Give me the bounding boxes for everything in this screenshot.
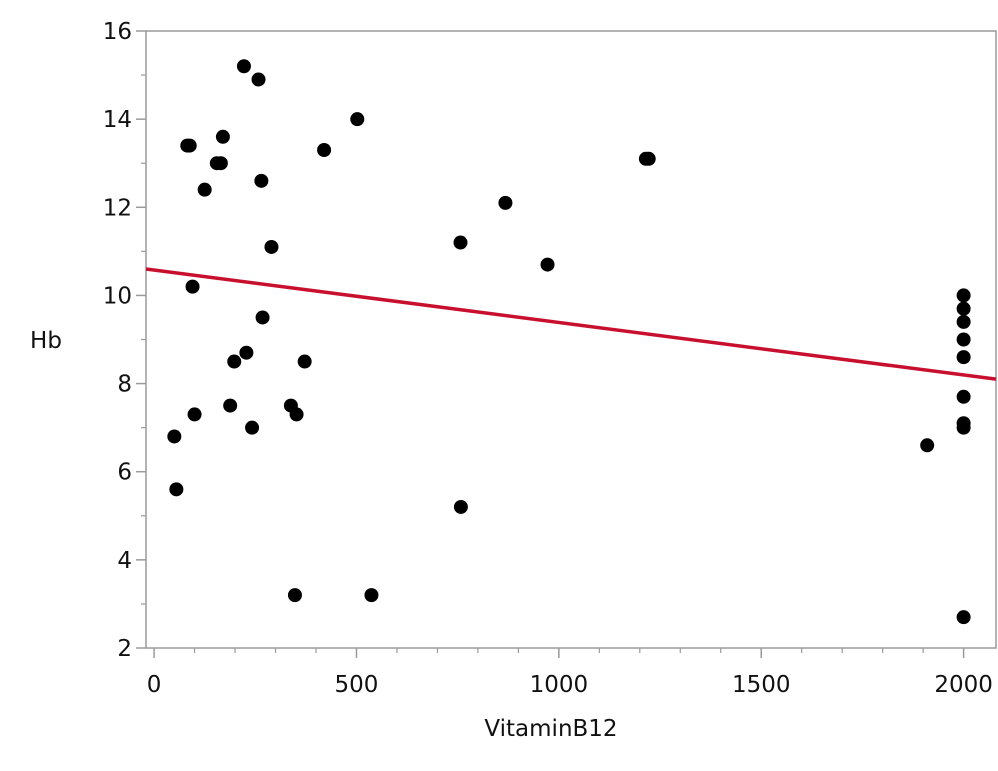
x-tick-label: 500 bbox=[335, 672, 379, 698]
data-point bbox=[453, 235, 468, 250]
data-point bbox=[956, 350, 971, 365]
data-point bbox=[239, 345, 254, 360]
y-tick-label: 12 bbox=[103, 195, 132, 221]
y-tick-label: 10 bbox=[103, 283, 132, 309]
data-point bbox=[956, 314, 971, 329]
data-point bbox=[245, 420, 260, 435]
data-point bbox=[215, 129, 230, 144]
y-tick-label: 4 bbox=[117, 548, 132, 574]
data-point bbox=[167, 429, 182, 444]
data-point bbox=[227, 354, 242, 369]
data-point bbox=[956, 288, 971, 303]
data-point bbox=[197, 182, 212, 197]
y-axis-title: Hb bbox=[30, 328, 62, 354]
y-tick-label: 8 bbox=[117, 372, 132, 398]
x-axis-title: VitaminB12 bbox=[484, 716, 617, 742]
x-tick-label: 2000 bbox=[934, 672, 993, 698]
data-point bbox=[498, 195, 513, 210]
x-tick-label: 1500 bbox=[732, 672, 791, 698]
data-point bbox=[223, 398, 238, 413]
data-point bbox=[187, 407, 202, 422]
data-point bbox=[956, 389, 971, 404]
data-point bbox=[289, 407, 304, 422]
x-tick-label: 0 bbox=[147, 672, 162, 698]
y-tick-label: 6 bbox=[117, 460, 132, 486]
x-tick-label: 1000 bbox=[530, 672, 589, 698]
y-tick-label: 16 bbox=[103, 19, 132, 45]
data-point bbox=[169, 482, 184, 497]
y-tick-label: 2 bbox=[117, 636, 132, 662]
data-point bbox=[956, 420, 971, 435]
data-point bbox=[251, 72, 266, 87]
data-point bbox=[213, 156, 228, 171]
data-point bbox=[364, 588, 379, 603]
data-point bbox=[317, 142, 332, 157]
data-point bbox=[264, 239, 279, 254]
data-point bbox=[236, 59, 251, 74]
y-tick-label: 14 bbox=[103, 107, 132, 133]
data-point bbox=[956, 301, 971, 316]
data-point bbox=[920, 438, 935, 453]
data-point bbox=[350, 112, 365, 127]
data-point bbox=[956, 610, 971, 625]
data-point bbox=[540, 257, 555, 272]
data-point bbox=[641, 151, 656, 166]
data-point bbox=[453, 499, 468, 514]
data-point bbox=[297, 354, 312, 369]
fit-line bbox=[145, 267, 997, 381]
data-point bbox=[185, 279, 200, 294]
data-point bbox=[182, 138, 197, 153]
data-point bbox=[956, 332, 971, 347]
data-point bbox=[255, 310, 270, 325]
data-point bbox=[254, 173, 269, 188]
data-point bbox=[287, 588, 302, 603]
